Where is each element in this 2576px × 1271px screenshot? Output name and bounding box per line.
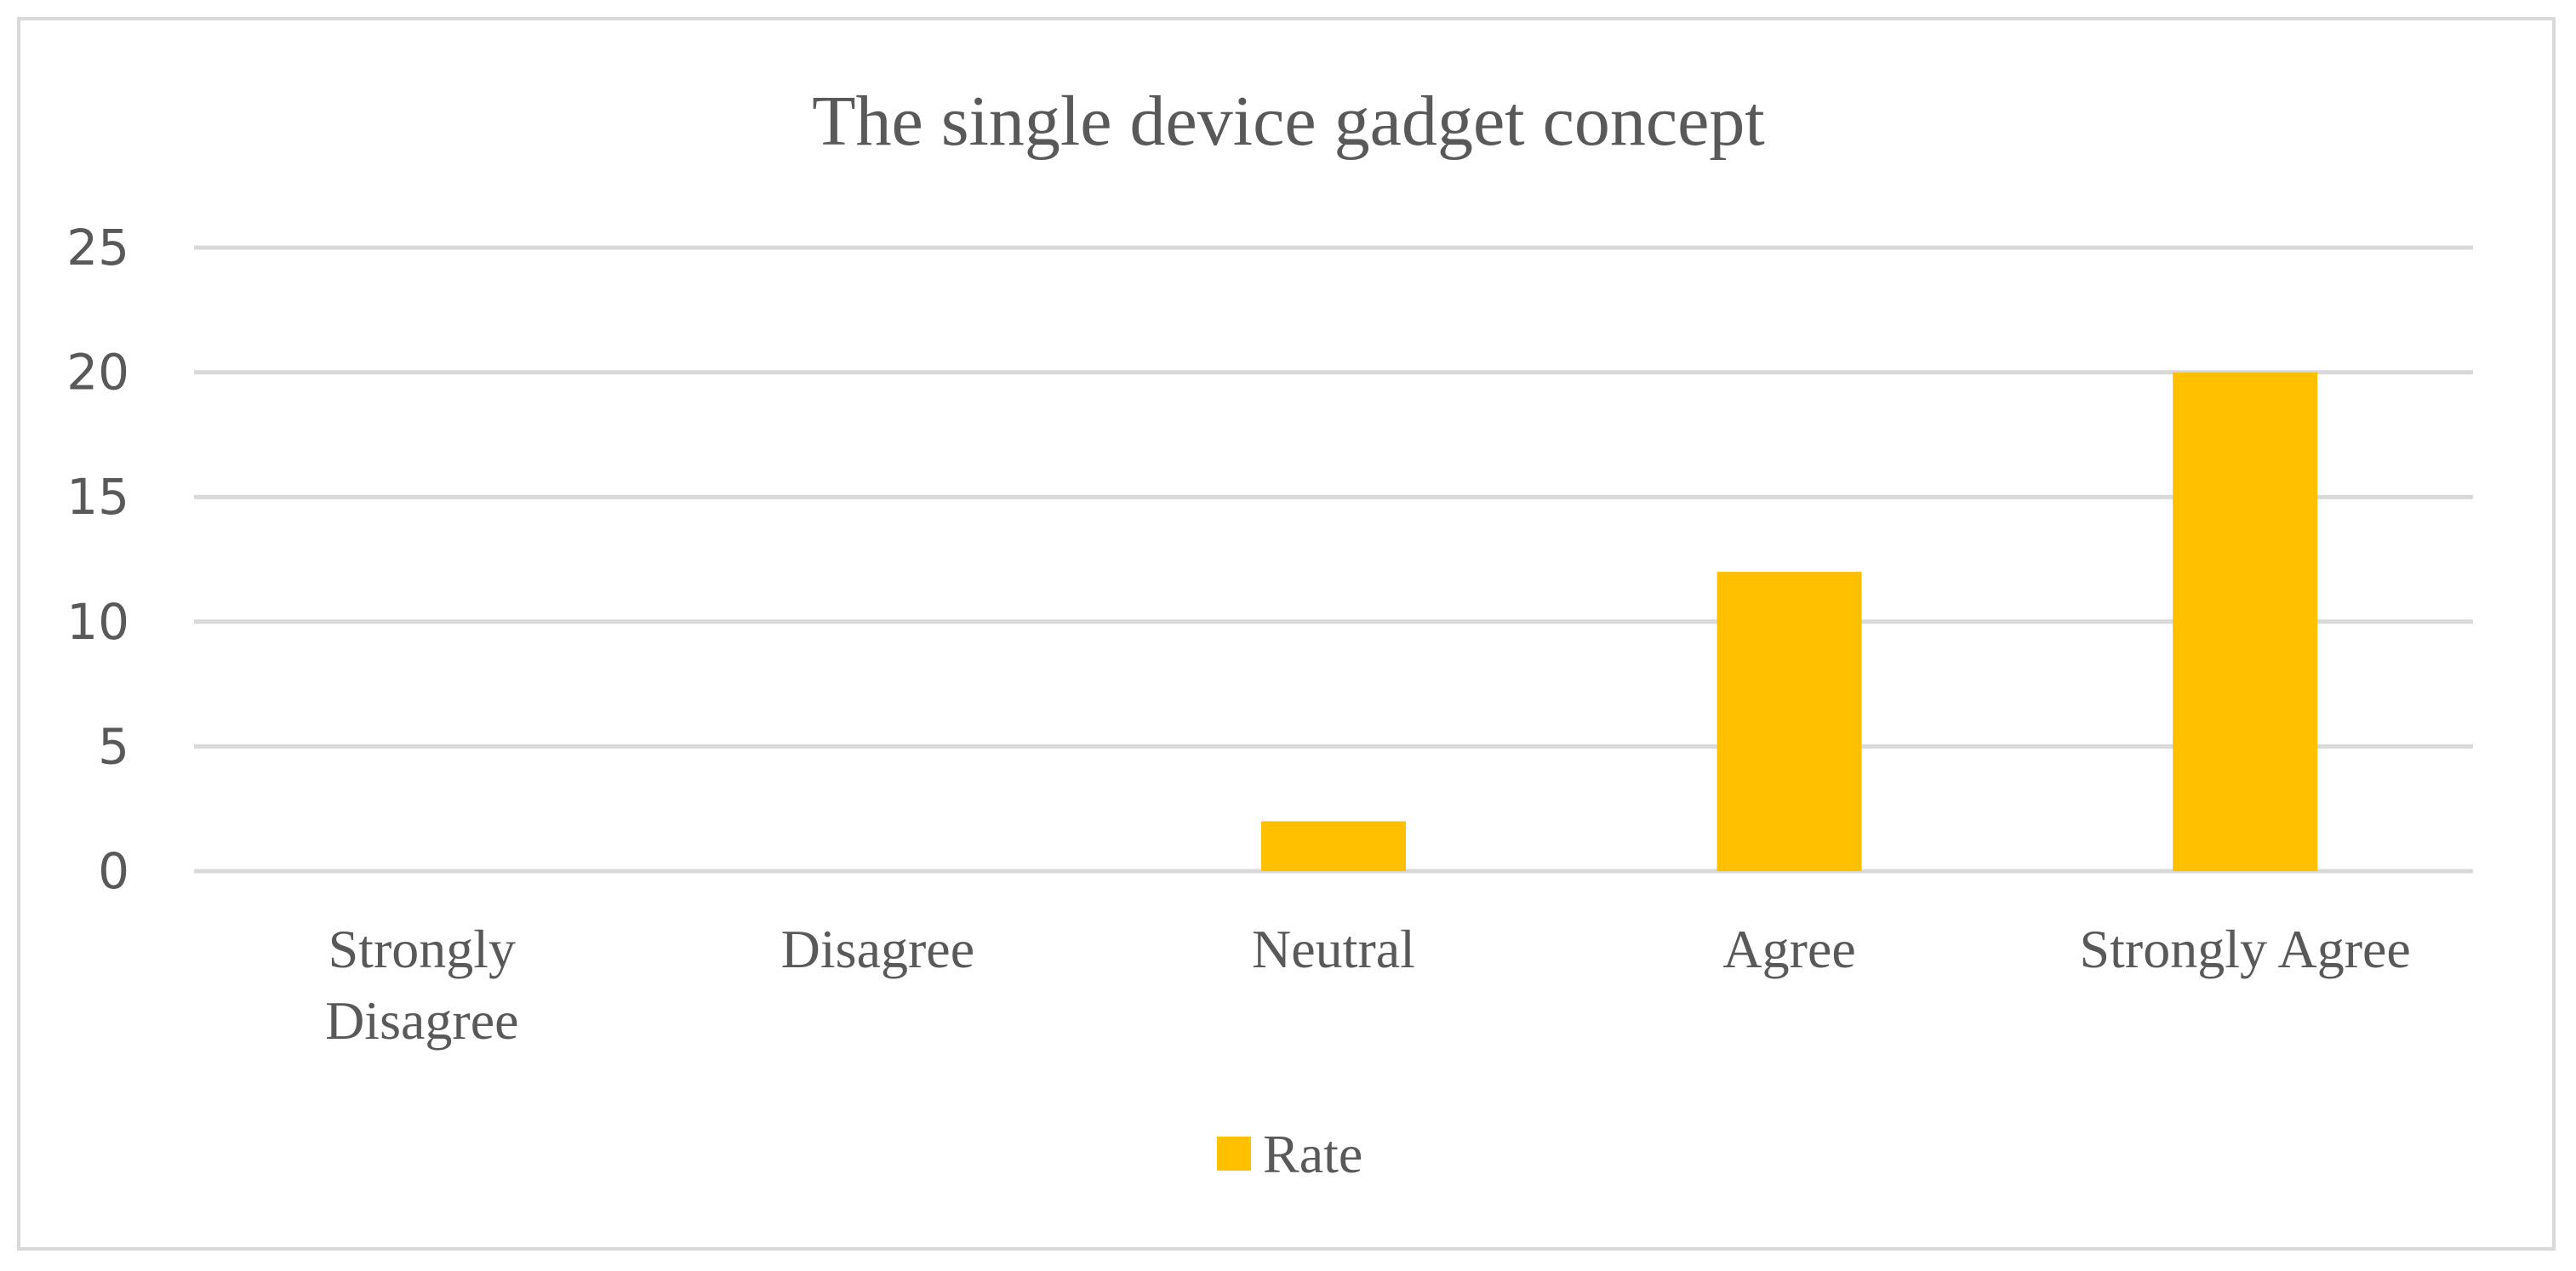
- y-tick-label: 10: [66, 593, 129, 651]
- bar: [1261, 821, 1406, 871]
- bar: [2173, 372, 2318, 872]
- y-tick-label: 0: [98, 842, 129, 900]
- bar: [1716, 572, 1862, 871]
- y-tick-label: 20: [66, 344, 129, 402]
- x-tick-label: Disagree: [781, 919, 974, 979]
- x-tick-label: Neutral: [1252, 919, 1415, 979]
- y-axis: 0 5 10 15 20 25: [66, 219, 129, 900]
- x-axis: Strongly Disagree Disagree Neutral Agree Stro…: [325, 919, 2411, 1051]
- x-tick-label: Strongly Agree: [2080, 919, 2411, 979]
- legend: Rate: [1217, 1124, 1362, 1184]
- legend-swatch-rate: [1217, 1137, 1251, 1171]
- legend-label-rate: Rate: [1263, 1124, 1362, 1184]
- chart-title: The single device gadget concept: [812, 82, 1765, 161]
- x-tick-label: Agree: [1722, 919, 1855, 979]
- bars: [1261, 372, 2318, 872]
- y-tick-label: 5: [98, 717, 129, 775]
- chart-frame: [17, 17, 2556, 1251]
- x-tick-label: Strongly: [328, 919, 516, 979]
- y-tick-label: 15: [66, 468, 129, 526]
- gridlines: [194, 245, 2473, 874]
- y-tick-label: 25: [66, 219, 129, 276]
- x-tick-label: Disagree: [325, 990, 518, 1051]
